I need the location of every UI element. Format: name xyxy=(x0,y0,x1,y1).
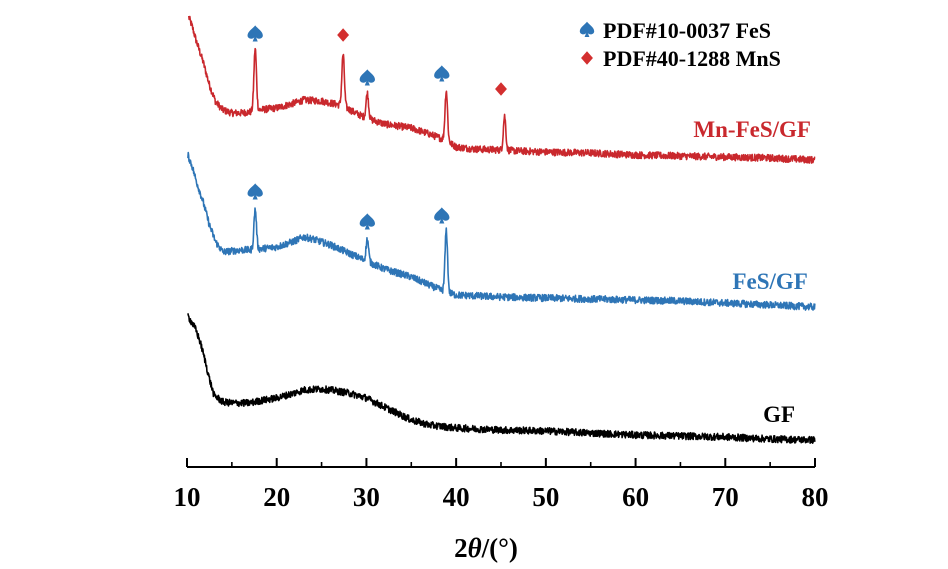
x-tick-label: 30 xyxy=(353,482,380,512)
x-tick-label: 80 xyxy=(802,482,829,512)
series-line xyxy=(187,313,816,444)
series-label-layer: Mn-FeS/GF FeS/GF GF xyxy=(693,117,811,427)
series-line xyxy=(187,15,816,164)
x-tick-label: 50 xyxy=(532,482,559,512)
x-tick-label: 20 xyxy=(263,482,290,512)
x-ticks xyxy=(186,458,816,467)
legend-entry-mns: PDF#40-1288 MnS xyxy=(581,46,781,71)
legend: PDF#10-0037 FeS PDF#40-1288 MnS xyxy=(579,18,781,71)
series-fes-gf xyxy=(187,151,816,311)
spade-icon xyxy=(359,213,375,230)
phase-marker-layer xyxy=(247,25,507,230)
series-label: GF xyxy=(763,402,795,427)
series-line xyxy=(187,151,816,311)
diamond-icon xyxy=(337,28,350,42)
series-layer xyxy=(187,15,816,444)
x-axis: 10 20 30 40 50 60 70 80 2θ/(°) xyxy=(174,458,829,563)
x-tick-label: 10 xyxy=(174,482,201,512)
legend-entry-fes: PDF#10-0037 FeS xyxy=(579,18,771,43)
spade-icon xyxy=(247,183,263,200)
x-tick-label: 60 xyxy=(622,482,649,512)
diamond-icon xyxy=(581,51,593,65)
spade-icon xyxy=(434,65,450,82)
x-tick-label: 70 xyxy=(712,482,739,512)
x-tick-labels: 10 20 30 40 50 60 70 80 xyxy=(174,482,829,512)
spade-icon xyxy=(434,207,450,224)
diamond-icon xyxy=(495,82,507,96)
diamond-icon xyxy=(581,51,593,65)
x-tick-label: 40 xyxy=(443,482,470,512)
spade-icon xyxy=(579,21,595,37)
series-mn-fes-gf xyxy=(187,15,816,164)
spade-icon xyxy=(247,25,263,42)
legend-label-fes: PDF#10-0037 FeS xyxy=(603,18,771,43)
spade-icon xyxy=(359,69,375,86)
spade-icon xyxy=(579,21,595,37)
series-gf xyxy=(187,313,816,444)
legend-label-mns: PDF#40-1288 MnS xyxy=(603,46,781,71)
series-label: Mn-FeS/GF xyxy=(693,117,811,142)
series-label: FeS/GF xyxy=(732,269,807,294)
x-axis-title: 2θ/(°) xyxy=(454,533,518,563)
